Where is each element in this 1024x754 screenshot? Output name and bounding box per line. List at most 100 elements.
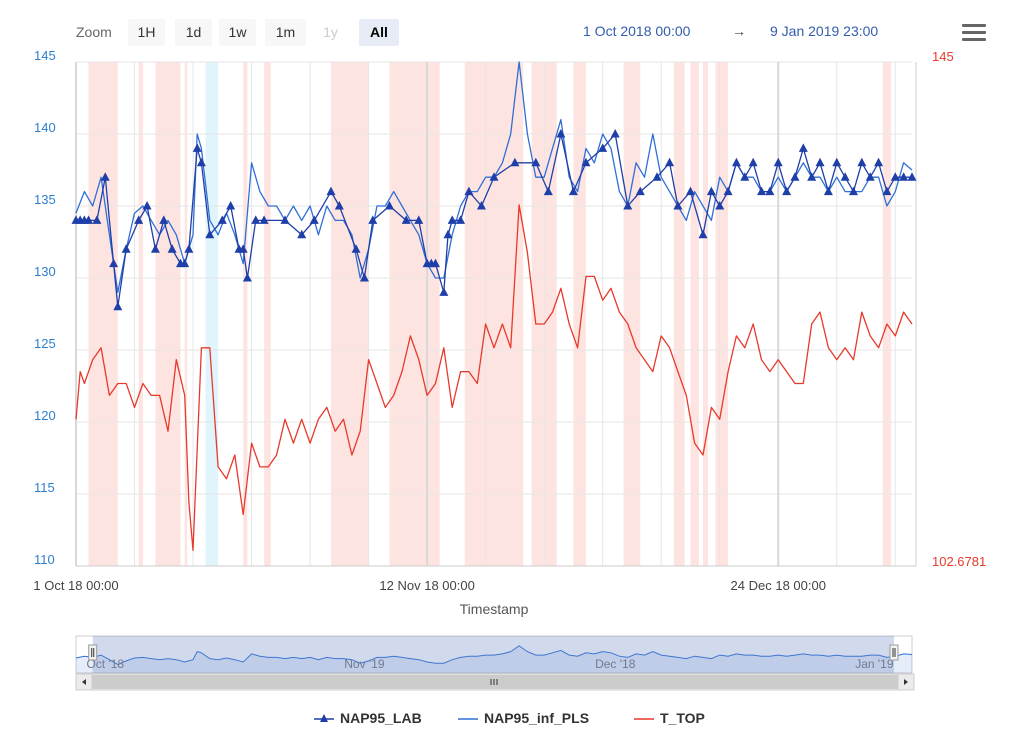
plot-band xyxy=(673,62,685,566)
data-point-nap95-lab xyxy=(673,201,683,210)
data-point-nap95-lab xyxy=(205,229,215,239)
data-point-nap95-lab xyxy=(113,301,123,311)
data-point-nap95-lab xyxy=(84,215,94,224)
y-tick-label-left: 120 xyxy=(34,408,56,423)
plot-band xyxy=(882,62,892,566)
data-point-nap95-lab xyxy=(121,244,131,253)
data-point-nap95-lab xyxy=(568,186,578,196)
series-line-t-top xyxy=(75,204,913,551)
data-point-nap95-lab xyxy=(598,143,608,152)
data-point-nap95-lab xyxy=(184,244,194,253)
x-tick-label: 1 Oct 18 00:00 xyxy=(33,578,118,593)
data-point-nap95-lab xyxy=(531,157,541,167)
data-point-nap95-lab xyxy=(359,273,369,282)
range-from-input[interactable]: 1 Oct 2018 00:00 xyxy=(583,23,691,39)
data-point-nap95-lab xyxy=(757,186,767,196)
data-point-nap95-lab xyxy=(765,186,775,196)
data-point-nap95-lab xyxy=(652,172,662,181)
scroll-left-button[interactable] xyxy=(75,673,93,691)
navigator-series-area xyxy=(76,645,912,673)
data-point-nap95-lab xyxy=(882,186,892,196)
navigator-handle[interactable] xyxy=(88,644,98,661)
triangle-line-icon xyxy=(314,714,334,722)
data-point-nap95-lab xyxy=(623,201,633,210)
zoom-button-1y: 1y xyxy=(313,19,348,46)
scroll-right-button[interactable] xyxy=(897,673,915,691)
hamburger-menu-icon[interactable] xyxy=(962,24,986,42)
legend: NAP95_LAB NAP95_inf_PLS T_TOP xyxy=(0,710,1024,730)
data-point-nap95-lab xyxy=(192,143,202,152)
data-point-nap95-lab xyxy=(242,273,252,282)
y-tick-label-left: 130 xyxy=(34,264,56,279)
range-to-input[interactable]: 9 Jan 2019 23:00 xyxy=(770,23,879,39)
plot-band xyxy=(464,62,524,566)
data-point-nap95-lab xyxy=(259,215,269,224)
data-point-nap95-lab xyxy=(556,129,566,138)
zoom-button-1m[interactable]: 1m xyxy=(265,19,306,46)
data-point-nap95-lab xyxy=(226,201,236,210)
data-point-nap95-lab xyxy=(196,157,206,167)
data-point-nap95-lab xyxy=(385,201,394,210)
data-point-nap95-lab xyxy=(748,157,758,167)
x-axis: 1 Oct 18 00:00 12 Nov 18 00:00 24 Dec 18 0… xyxy=(33,565,916,593)
data-point-nap95-lab xyxy=(251,215,261,224)
navigator-selection[interactable] xyxy=(92,636,895,673)
y-tick-label-left: 110 xyxy=(34,552,55,567)
data-point-nap95-lab xyxy=(159,215,169,224)
legend-item-t-top[interactable]: T_TOP xyxy=(634,710,705,726)
scrollbar-thumb[interactable] xyxy=(92,675,898,689)
y-tick-label-right: 145 xyxy=(932,49,954,64)
plot-band xyxy=(389,62,440,566)
data-point-nap95-lab xyxy=(848,186,858,196)
data-point-nap95-lab xyxy=(414,215,424,224)
data-point-nap95-lab xyxy=(706,186,716,196)
left-y-axis: 110 115 120 125 130 135 140 145 xyxy=(34,48,56,567)
zoom-button-1h[interactable]: 1H xyxy=(128,19,165,46)
handle-body xyxy=(88,644,98,661)
data-point-nap95-lab xyxy=(351,244,361,253)
data-point-nap95-lab xyxy=(865,172,875,181)
navigator-handle[interactable] xyxy=(889,644,899,661)
data-point-nap95-lab xyxy=(334,201,344,210)
data-point-nap95-lab xyxy=(807,172,817,181)
zoom-label: Zoom xyxy=(76,24,112,40)
plot-band xyxy=(264,62,271,566)
plot-band xyxy=(623,62,641,566)
data-point-nap95-lab xyxy=(100,172,110,181)
data-point-nap95-lab xyxy=(476,201,486,210)
data-point-nap95-lab xyxy=(464,186,474,196)
data-point-nap95-lab xyxy=(543,186,553,196)
data-point-nap95-lab xyxy=(489,172,499,181)
legend-item-nap95-lab[interactable]: NAP95_LAB xyxy=(314,710,422,726)
zoom-button-1d[interactable]: 1d xyxy=(175,19,212,46)
data-point-nap95-lab xyxy=(610,129,620,138)
data-point-nap95-lab xyxy=(890,172,900,181)
y-tick-label-left: 140 xyxy=(34,120,56,135)
y-tick-label-left: 145 xyxy=(34,48,56,63)
range-arrow: → xyxy=(732,23,746,39)
zoom-button-1w[interactable]: 1w xyxy=(219,19,256,46)
legend-item-nap95-inf-pls[interactable]: NAP95_inf_PLS xyxy=(458,710,589,726)
data-point-nap95-lab xyxy=(297,229,307,239)
data-point-nap95-lab xyxy=(238,244,248,253)
x-tick-label: 12 Nov 18 00:00 xyxy=(379,578,474,593)
chevron-left-icon xyxy=(82,679,86,685)
data-point-nap95-lab xyxy=(309,215,319,224)
x-axis-title: Timestamp xyxy=(460,601,529,617)
data-point-nap95-lab xyxy=(439,287,449,296)
data-point-nap95-lab xyxy=(134,215,144,224)
navigator-label: Dec '18 xyxy=(595,657,636,671)
plot-band xyxy=(690,62,699,566)
data-point-nap95-lab xyxy=(92,215,102,224)
data-point-nap95-lab xyxy=(840,172,850,181)
data-point-nap95-lab xyxy=(167,244,177,253)
zoom-button-all[interactable]: All xyxy=(359,19,399,46)
navigator-label: Nov '19 xyxy=(344,657,385,671)
line-icon xyxy=(458,718,478,720)
right-y-axis: 145 102.6781 xyxy=(915,49,986,569)
data-point-nap95-lab xyxy=(326,186,336,196)
data-point-nap95-lab xyxy=(715,201,725,210)
data-point-nap95-lab xyxy=(790,172,800,181)
navigator-series-line xyxy=(75,645,913,665)
data-point-nap95-lab xyxy=(907,172,917,181)
